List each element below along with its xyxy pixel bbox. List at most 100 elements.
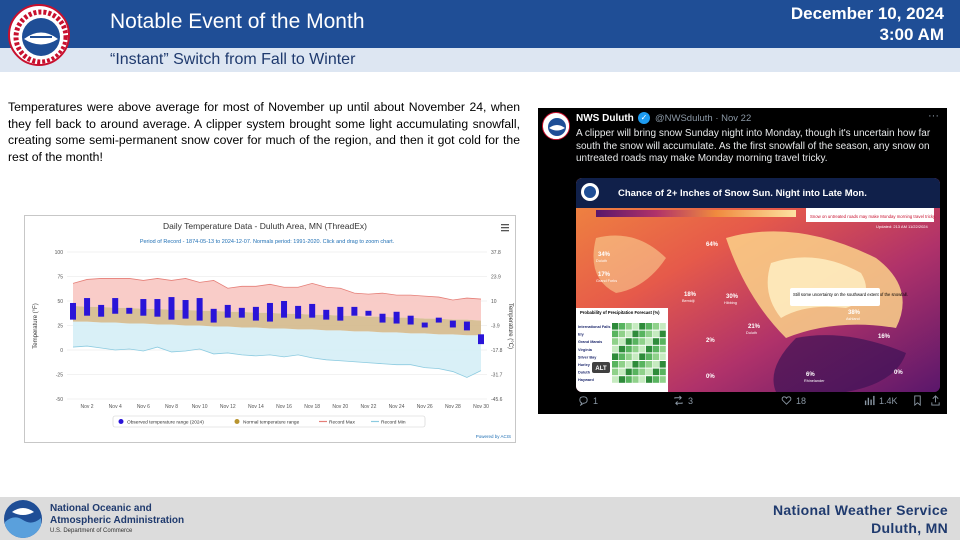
snow-probability-map[interactable]: Chance of 2+ Inches of Snow Sun. Night i…	[576, 178, 940, 392]
noaa-name-line1: National Oceanic and	[50, 503, 152, 514]
observed-bar[interactable]	[463, 321, 470, 331]
observed-bar[interactable]	[84, 298, 91, 316]
observed-bar[interactable]	[210, 308, 217, 323]
map-title: Chance of 2+ Inches of Snow Sun. Night i…	[618, 188, 867, 199]
prob-table-cell	[625, 345, 632, 353]
map-probability-label: 21%	[748, 324, 761, 330]
alt-badge[interactable]: ALT	[595, 366, 607, 372]
observed-bar[interactable]	[295, 305, 302, 319]
legend-item[interactable]: Record Max	[329, 419, 355, 425]
prob-table-cell	[632, 361, 639, 368]
map-probability-label: 17%	[598, 272, 611, 278]
x-tick-label: Nov 12	[220, 404, 236, 410]
y-tick-label-right: 37.8	[491, 250, 501, 256]
prob-table-row-label: Ely	[578, 333, 585, 337]
record-min-line	[72, 345, 482, 378]
more-options-icon[interactable]: ···	[928, 110, 939, 122]
observed-bar[interactable]	[224, 304, 231, 318]
observed-bar[interactable]	[70, 302, 76, 320]
map-probability-label: 30%	[726, 294, 739, 300]
prob-table-cell	[646, 323, 653, 330]
y-tick-label: 50	[57, 299, 63, 305]
prob-table-cell	[639, 376, 646, 383]
observed-bar[interactable]	[337, 306, 344, 321]
prob-table-cell	[652, 323, 659, 330]
observed-bar[interactable]	[365, 310, 372, 316]
map-place-label: Hibbing	[724, 301, 737, 305]
share-button[interactable]	[930, 395, 941, 406]
like-button[interactable]: 18	[781, 395, 806, 406]
observed-bar[interactable]	[393, 311, 400, 324]
observed-bar[interactable]	[182, 300, 189, 319]
x-tick-label: Nov 4	[109, 404, 122, 410]
observed-bar[interactable]	[421, 322, 428, 328]
map-updated: Updated: 213 AM 11/22/2024	[876, 224, 929, 229]
observed-bar[interactable]	[379, 313, 386, 323]
map-probability-label: 16%	[878, 334, 891, 340]
y-tick-label-right: -45.6	[491, 397, 503, 403]
chart-menu-icon[interactable]	[501, 224, 509, 232]
observed-bar[interactable]	[98, 304, 105, 317]
x-tick-label: Nov 28	[445, 404, 461, 410]
observed-bar[interactable]	[435, 317, 442, 323]
prob-table-cell	[612, 361, 619, 368]
legend-item[interactable]: Normal temperature range	[243, 419, 300, 425]
prob-table-row-label: Hurley	[578, 363, 591, 367]
observed-bar[interactable]	[309, 303, 316, 318]
page-title: Notable Event of the Month	[110, 10, 365, 33]
prob-table-cell	[618, 345, 625, 353]
tweet-author[interactable]: NWS Duluth	[576, 113, 634, 124]
nws-avatar-icon[interactable]	[542, 112, 570, 140]
prob-table-row-label: Silver Bay	[578, 355, 597, 359]
tweet-handle[interactable]: @NWSduluth · Nov 22	[655, 113, 752, 124]
bookmark-button[interactable]	[912, 395, 923, 406]
legend-item[interactable]: Record Min	[381, 419, 406, 425]
observed-bar[interactable]	[281, 301, 288, 318]
prob-table-cell	[625, 330, 632, 338]
observed-bar[interactable]	[238, 307, 245, 318]
map-probability-label: 6%	[806, 372, 815, 378]
observed-bar[interactable]	[266, 302, 273, 322]
like-count: 18	[796, 395, 807, 406]
views-button[interactable]: 1.4K	[864, 395, 898, 406]
x-tick-label: Nov 26	[417, 404, 433, 410]
prob-table-cell	[659, 353, 666, 360]
prob-table-cell	[625, 338, 632, 345]
observed-bar[interactable]	[126, 307, 133, 314]
observed-bar[interactable]	[407, 315, 414, 325]
observed-bar[interactable]	[196, 298, 203, 321]
repost-button[interactable]: 3	[673, 395, 693, 406]
observed-bar[interactable]	[323, 309, 330, 320]
reply-icon	[579, 396, 588, 406]
reply-button[interactable]: 1	[578, 395, 598, 406]
prob-table-cell	[659, 323, 666, 330]
map-probability-label: 34%	[598, 252, 611, 258]
observed-bar[interactable]	[112, 298, 119, 314]
temperature-chart[interactable]: Daily Temperature Data - Duluth Area, MN…	[24, 215, 516, 443]
observed-bar[interactable]	[449, 320, 456, 328]
x-tick-label: Nov 30	[473, 404, 489, 410]
nws-logo-icon	[8, 4, 70, 66]
reply-count: 1	[593, 395, 599, 406]
observed-bar[interactable]	[140, 299, 147, 316]
observed-bar[interactable]	[351, 306, 358, 316]
prob-table-cell	[612, 376, 619, 383]
prob-table-title: Probability of Precipitation Forecast (%…	[580, 310, 660, 315]
observed-bar[interactable]	[252, 306, 259, 321]
prob-table-cell	[652, 338, 659, 345]
observed-bar[interactable]	[154, 299, 161, 317]
map-place-label: Grand Forks	[596, 279, 617, 283]
x-tick-label: Nov 22	[361, 404, 377, 410]
x-tick-label: Nov 10	[192, 404, 208, 410]
tweet-text: A clipper will bring snow Sunday night i…	[576, 128, 931, 164]
tweet-card[interactable]: NWS Duluth ✓ @NWSduluth · Nov 22 ··· A c…	[538, 108, 947, 414]
prob-table-cell	[618, 361, 625, 368]
observed-bar[interactable]	[168, 297, 175, 320]
chart-credit[interactable]: Powered by ACIS	[476, 434, 511, 439]
prob-table-cell	[639, 368, 646, 376]
prob-table-cell	[659, 368, 666, 376]
observed-bar[interactable]	[478, 334, 484, 345]
legend-item[interactable]: Observed temperature range (2024)	[127, 419, 204, 425]
repost-icon	[674, 395, 683, 406]
